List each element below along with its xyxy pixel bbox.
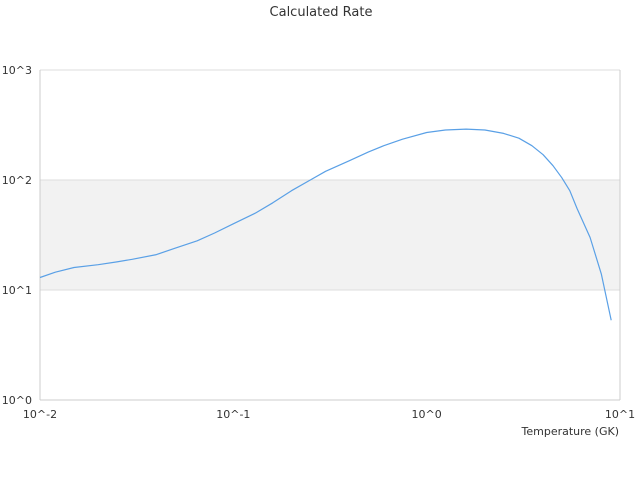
- x-tick-labels: 10^-2 10^-1 10^0 10^1: [23, 408, 635, 421]
- y-tick-labels: 10^0 10^1 10^2 10^3: [2, 64, 32, 407]
- x-tick-label: 10^1: [605, 408, 635, 421]
- series-line: [39, 128, 612, 321]
- x-tick-label: 10^0: [412, 408, 442, 421]
- y-tick-label: 10^3: [2, 64, 32, 77]
- alternate-bands: [40, 180, 620, 290]
- chart-title: Calculated Rate: [270, 5, 373, 20]
- data-series: [39, 128, 612, 321]
- x-tick-label: 10^-2: [23, 408, 57, 421]
- x-tick-label: 10^-1: [216, 408, 250, 421]
- y-tick-label: 10^1: [2, 284, 32, 297]
- y-tick-label: 10^2: [2, 174, 32, 187]
- x-axis-label: Temperature (GK): [521, 425, 620, 438]
- plot-frame: [39, 70, 621, 401]
- y-band: [40, 180, 620, 290]
- y-tick-label: 10^0: [2, 394, 32, 407]
